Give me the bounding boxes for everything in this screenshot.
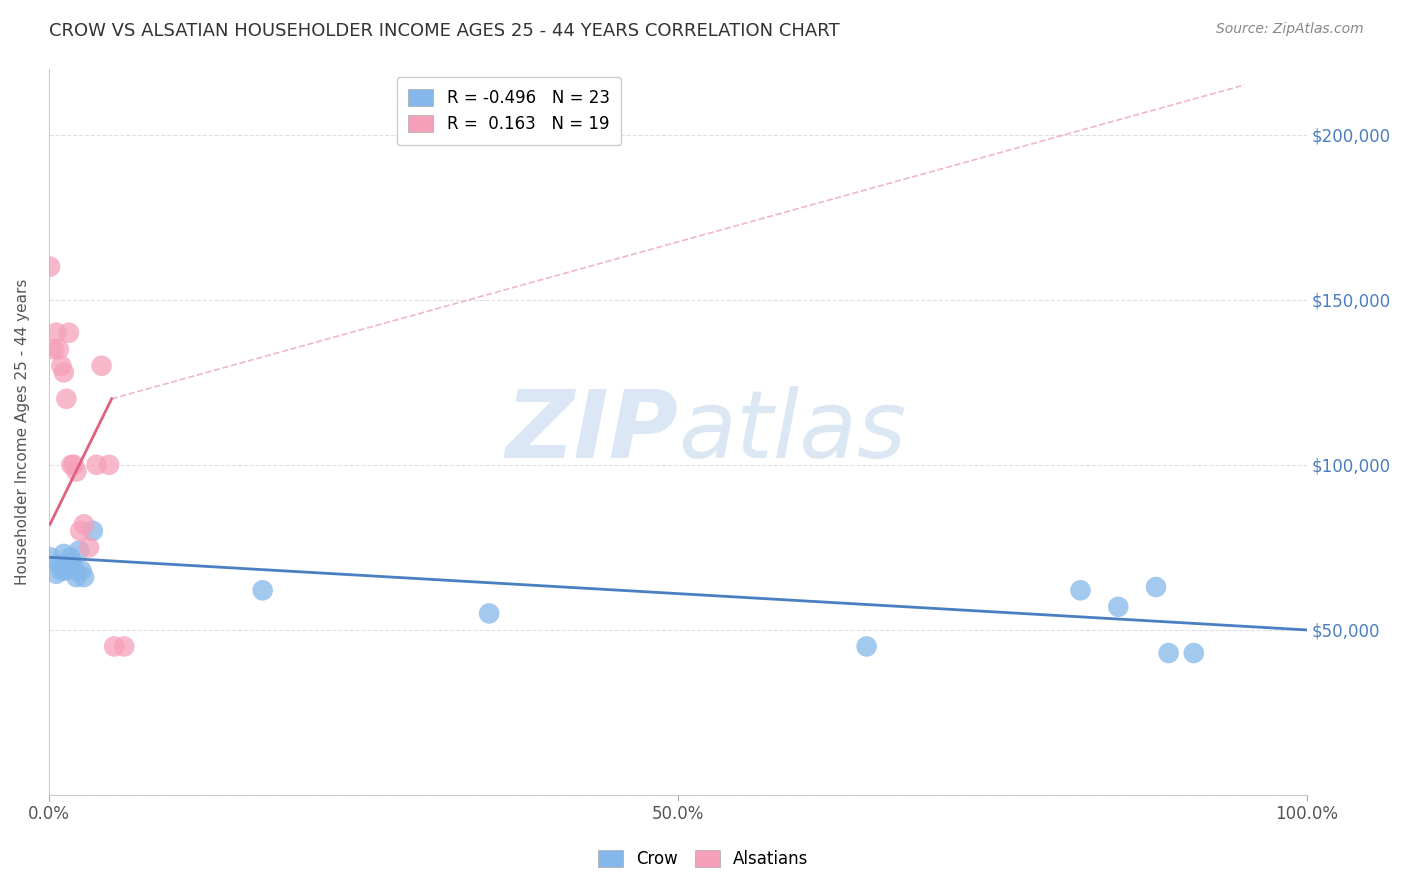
Point [252, 583, 274, 598]
Point [1070, 583, 1092, 598]
Point [67, 543, 90, 558]
Point [42, 343, 65, 357]
Point [103, 640, 125, 654]
Point [63, 564, 86, 578]
Point [1157, 646, 1180, 660]
Y-axis label: Householder Income Ages 25 - 44 years: Householder Income Ages 25 - 44 years [15, 278, 30, 585]
Point [90, 359, 112, 373]
Point [98, 458, 121, 472]
Text: atlas: atlas [678, 386, 905, 477]
Point [86, 458, 108, 472]
Point [55, 392, 77, 406]
Point [45, 326, 67, 340]
Point [77, 541, 100, 555]
Point [56, 557, 79, 571]
Point [63, 458, 86, 472]
Point [59, 550, 82, 565]
Point [1182, 646, 1205, 660]
Legend: Crow, Alsatians: Crow, Alsatians [591, 843, 815, 875]
Point [48, 343, 70, 357]
Point [73, 570, 96, 584]
Point [70, 564, 93, 578]
Point [51, 564, 73, 578]
Point [39, 260, 62, 274]
Point [65, 570, 87, 584]
Point [60, 458, 83, 472]
Point [73, 517, 96, 532]
Point [1107, 599, 1129, 614]
Point [58, 326, 80, 340]
Point [855, 640, 877, 654]
Point [65, 464, 87, 478]
Point [52, 365, 75, 379]
Point [82, 524, 104, 538]
Point [52, 547, 75, 561]
Point [478, 607, 501, 621]
Point [1144, 580, 1167, 594]
Point [45, 566, 67, 581]
Point [53, 564, 76, 578]
Point [39, 550, 62, 565]
Text: Source: ZipAtlas.com: Source: ZipAtlas.com [1216, 22, 1364, 37]
Point [69, 524, 91, 538]
Point [51, 359, 73, 373]
Point [112, 640, 135, 654]
Text: ZIP: ZIP [505, 386, 678, 478]
Legend: R = -0.496   N = 23, R =  0.163   N = 19: R = -0.496 N = 23, R = 0.163 N = 19 [396, 77, 621, 145]
Point [48, 557, 70, 571]
Text: CROW VS ALSATIAN HOUSEHOLDER INCOME AGES 25 - 44 YEARS CORRELATION CHART: CROW VS ALSATIAN HOUSEHOLDER INCOME AGES… [49, 22, 839, 40]
Point [62, 557, 84, 571]
